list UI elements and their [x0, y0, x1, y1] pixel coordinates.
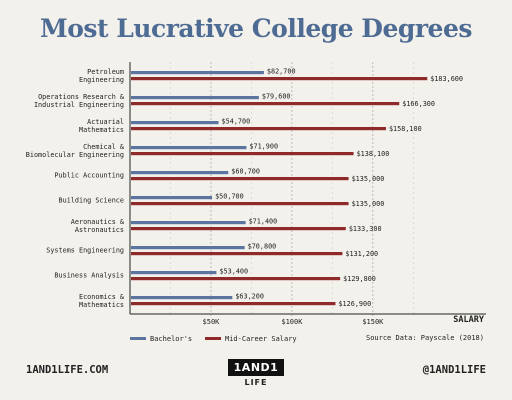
value-label-mid-career: $129,800 — [343, 275, 376, 283]
legend-swatch-bachelors — [130, 337, 146, 340]
axes — [129, 62, 486, 315]
value-label-bachelors: $50,700 — [215, 193, 244, 201]
value-label-bachelors: $71,900 — [249, 143, 278, 151]
category-label-line: Public Accounting — [54, 172, 124, 180]
bar-mid-career — [131, 127, 386, 131]
bar-mid-career — [131, 102, 400, 106]
brand-logo: 1AND1 LIFE — [224, 356, 288, 387]
category-label-line: Building Science — [59, 197, 124, 205]
bars — [131, 71, 428, 306]
x-axis-title: SALARY — [453, 315, 485, 325]
bar-bachelors — [131, 271, 217, 275]
category-label-line: Astronautics — [75, 226, 124, 234]
category-label: Operations Research & Industrial Engineer… — [34, 93, 125, 109]
category-label: Building Science — [59, 197, 124, 205]
category-label-line: Systems Engineering — [46, 247, 124, 255]
category-label-line: Mathematics — [79, 126, 124, 134]
legend-label-mid-career: Mid-Career Salary — [225, 335, 297, 343]
x-tick-labels: $50K $100K $150K — [203, 318, 385, 326]
value-label-mid-career: $133,300 — [349, 225, 382, 233]
bar-mid-career — [131, 227, 346, 231]
category-label-line: Economics & — [79, 293, 125, 301]
value-label-mid-career: $135,000 — [352, 200, 385, 208]
category-label-line: Biomolecular Engineering — [26, 151, 124, 159]
bar-bachelors — [131, 296, 233, 300]
x-tick-label: $100K — [281, 318, 303, 326]
logo-bottom-text: LIFE — [244, 378, 268, 387]
bar-mid-career — [131, 152, 354, 156]
category-label: Business Analysis — [54, 272, 124, 280]
bar-mid-career — [131, 252, 343, 256]
bar-mid-career — [131, 202, 349, 206]
category-label-line: Engineering — [79, 76, 124, 84]
value-label-mid-career: $138,100 — [357, 150, 390, 158]
value-label-bachelors: $71,400 — [249, 218, 278, 226]
value-label-bachelors: $60,700 — [231, 168, 260, 176]
value-label-mid-career: $183,600 — [430, 75, 463, 83]
category-label: Public Accounting — [54, 172, 124, 180]
bar-bachelors — [131, 196, 213, 200]
bar-mid-career — [131, 302, 336, 306]
value-label-bachelors: $54,700 — [222, 118, 251, 126]
legend: Bachelor's Mid-Career Salary — [130, 335, 297, 343]
website-text: 1AND1LIFE.COM — [26, 364, 109, 376]
value-label-bachelors: $53,400 — [219, 268, 248, 276]
category-label-line: Petroleum — [87, 68, 124, 76]
value-label-mid-career: $126,900 — [338, 300, 371, 308]
value-label-mid-career: $131,200 — [345, 250, 378, 258]
legend-label-bachelors: Bachelor's — [150, 335, 192, 343]
category-label-line: Industrial Engineering — [34, 101, 124, 109]
value-label-bachelors: $63,200 — [235, 293, 264, 301]
bar-chart: Petroleum Engineering Operations Research … — [26, 62, 486, 343]
bar-mid-career — [131, 177, 349, 181]
category-label-line: Chemical & — [83, 143, 125, 151]
value-label-mid-career: $166,300 — [402, 100, 435, 108]
logo-top-text: 1AND1 — [227, 359, 285, 376]
source-note: Source Data: Payscale (2018) — [365, 334, 484, 342]
category-label-line: Aeronautics & — [71, 218, 125, 226]
bar-bachelors — [131, 121, 219, 125]
value-label-mid-career: $158,100 — [389, 125, 422, 133]
social-handle: @1AND1LIFE — [422, 364, 486, 376]
category-label: Aeronautics & Astronautics — [71, 218, 125, 234]
legend-swatch-mid-career — [205, 337, 221, 340]
value-label-mid-career: $135,000 — [352, 175, 385, 183]
chart-title: Most Lucrative College Degrees — [40, 14, 472, 43]
value-labels: $82,700 $183,600 $79,600 $166,300 $54,700 $15… — [215, 68, 463, 309]
category-label-line: Actuarial — [87, 118, 124, 126]
category-label-line: Operations Research & — [38, 93, 125, 101]
bar-bachelors — [131, 246, 245, 250]
x-tick-label: $50K — [203, 318, 221, 326]
bar-bachelors — [131, 71, 264, 75]
category-label: Chemical & Biomolecular Engineering — [26, 143, 125, 159]
bar-bachelors — [131, 171, 229, 175]
category-label-line: Mathematics — [79, 301, 124, 309]
x-tick-label: $150K — [362, 318, 384, 326]
category-labels: Petroleum Engineering Operations Research … — [26, 68, 125, 309]
value-label-bachelors: $70,800 — [248, 243, 277, 251]
category-label: Economics & Mathematics — [79, 293, 125, 309]
value-label-bachelors: $82,700 — [267, 68, 296, 76]
category-label: Petroleum Engineering — [79, 68, 124, 84]
category-label: Systems Engineering — [46, 247, 124, 255]
bar-bachelors — [131, 146, 247, 150]
category-label: Actuarial Mathematics — [79, 118, 124, 134]
bar-bachelors — [131, 96, 259, 100]
category-label-line: Business Analysis — [54, 272, 124, 280]
bar-bachelors — [131, 221, 246, 225]
value-label-bachelors: $79,600 — [262, 93, 291, 101]
bar-mid-career — [131, 77, 428, 81]
bar-mid-career — [131, 277, 341, 281]
